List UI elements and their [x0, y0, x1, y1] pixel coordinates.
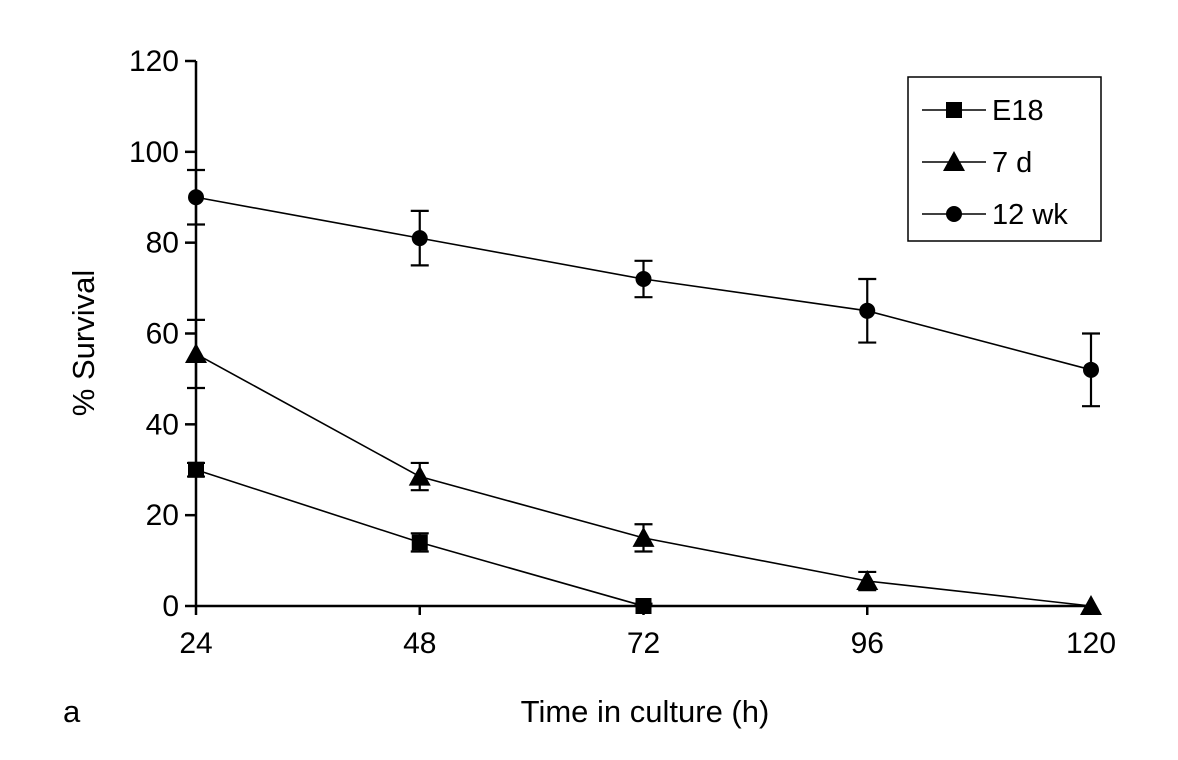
series-circle — [187, 168, 1100, 408]
legend-marker-square — [946, 102, 962, 118]
legend-item: 12 wk — [922, 199, 1068, 231]
legend: E18 7 d 12 wk — [907, 76, 1102, 242]
y-ticks: 0 20 40 60 80 100 120 — [129, 45, 196, 623]
legend-label: 7 d — [992, 147, 1032, 179]
x-tick-label: 72 — [627, 627, 660, 660]
data-point-triangle — [856, 570, 879, 591]
series-triangle — [185, 318, 1102, 615]
x-tick-label: 48 — [403, 627, 436, 660]
y-tick-label: 100 — [129, 136, 179, 169]
y-tick-label: 20 — [146, 499, 179, 532]
y-tick-label: 80 — [146, 227, 179, 260]
y-tick-label: 0 — [162, 590, 179, 623]
panel-label: a — [63, 694, 81, 729]
data-point-square — [635, 598, 652, 614]
data-point-triangle — [185, 342, 207, 363]
data-point-circle — [635, 271, 652, 287]
series-square — [187, 461, 653, 614]
x-ticks: 24 48 72 96 120 — [179, 606, 1116, 660]
data-point-square — [411, 534, 428, 551]
data-point-square — [188, 461, 204, 478]
legend-marker-circle — [946, 206, 962, 222]
series-layer — [185, 168, 1102, 615]
y-axis-title: % Survival — [66, 270, 101, 416]
legend-item: 7 d — [922, 147, 1032, 179]
y-tick-label: 60 — [146, 318, 179, 351]
data-point-triangle — [408, 465, 431, 486]
data-point-triangle — [632, 526, 655, 547]
legend-label: E18 — [992, 95, 1044, 127]
x-tick-label: 120 — [1066, 627, 1116, 660]
x-axis-title: Time in culture (h) — [521, 694, 770, 729]
y-tick-label: 120 — [129, 45, 179, 78]
legend-item: E18 — [922, 95, 1044, 127]
data-point-circle — [411, 230, 428, 247]
data-point-circle — [188, 189, 204, 206]
data-point-triangle — [1080, 595, 1102, 615]
x-tick-label: 24 — [179, 627, 212, 660]
legend-label: 12 wk — [992, 199, 1068, 231]
data-point-circle — [859, 302, 876, 319]
axes: 0 20 40 60 80 100 120 24 48 72 96 120 — [129, 45, 1116, 660]
data-point-circle — [1083, 361, 1099, 378]
legend-marker-triangle — [943, 151, 965, 171]
series-line — [195, 353, 1092, 607]
y-tick-label: 40 — [146, 408, 179, 441]
x-tick-label: 96 — [851, 627, 884, 660]
